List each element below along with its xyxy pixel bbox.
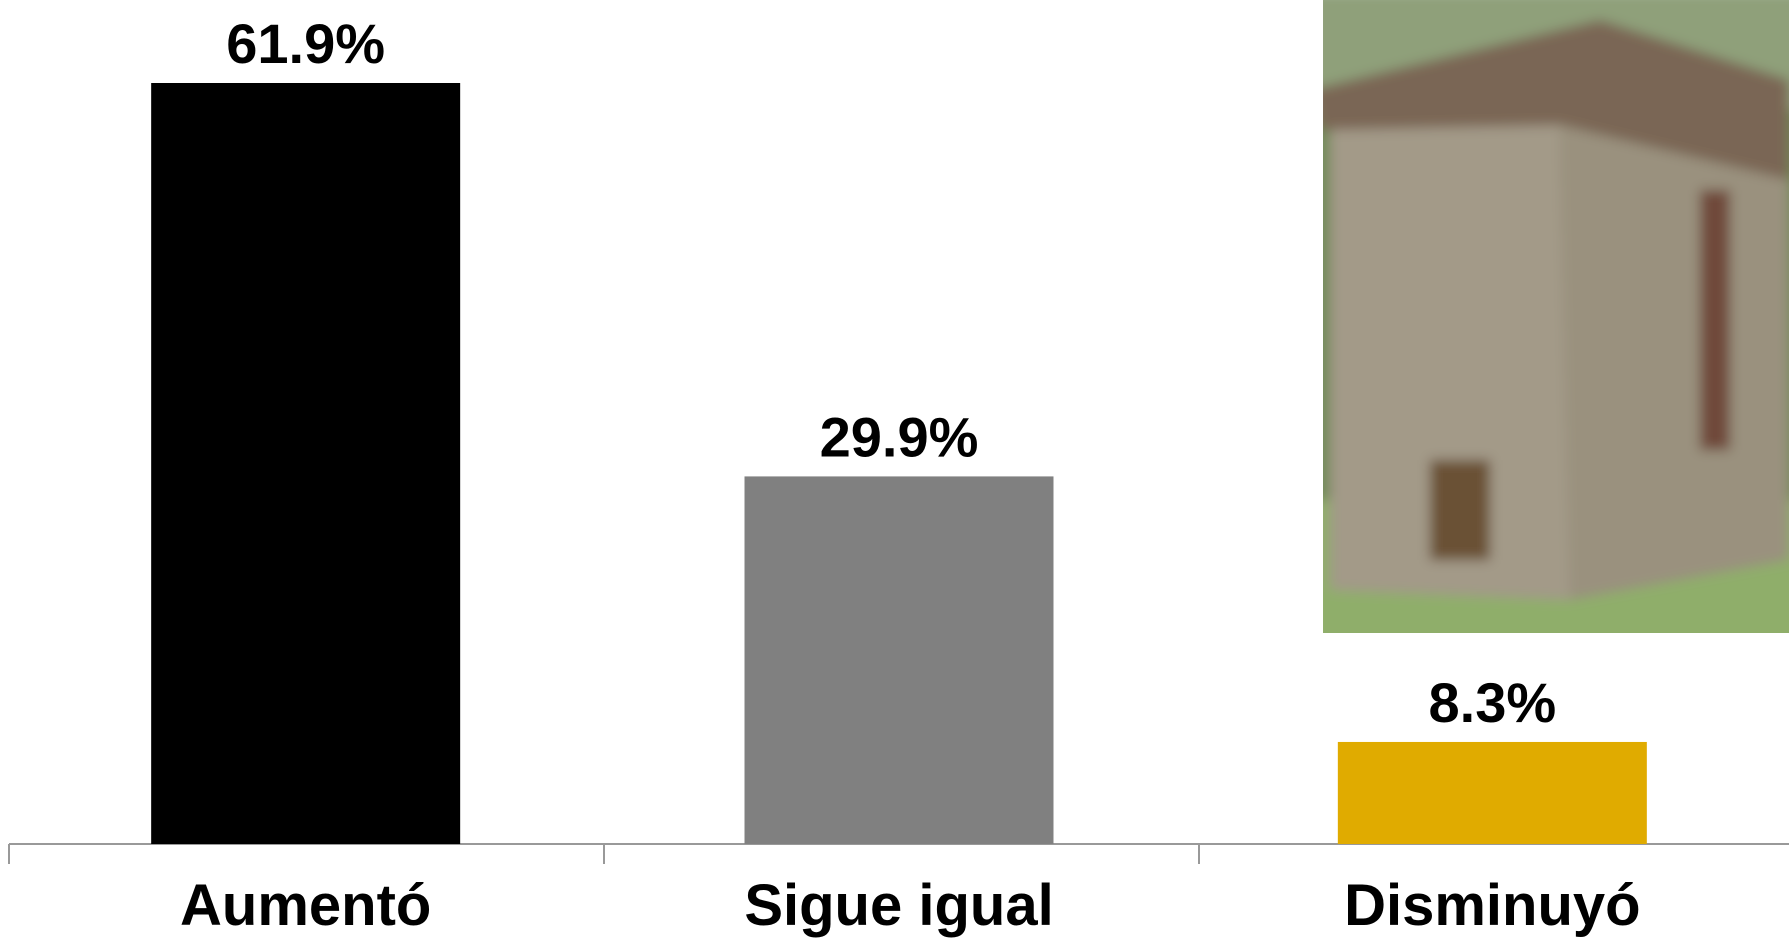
value-label: 29.9% [820,405,979,468]
value-label: 61.9% [226,12,385,75]
photo [1323,0,1789,633]
bar [151,83,461,844]
bar [744,476,1054,844]
x-tick-label: Sigue igual [744,873,1053,938]
value-label: 8.3% [1429,671,1557,734]
x-tick-label: Aumentó [180,873,431,938]
bar [1337,741,1647,844]
x-tick-label: Disminuyó [1344,873,1641,938]
